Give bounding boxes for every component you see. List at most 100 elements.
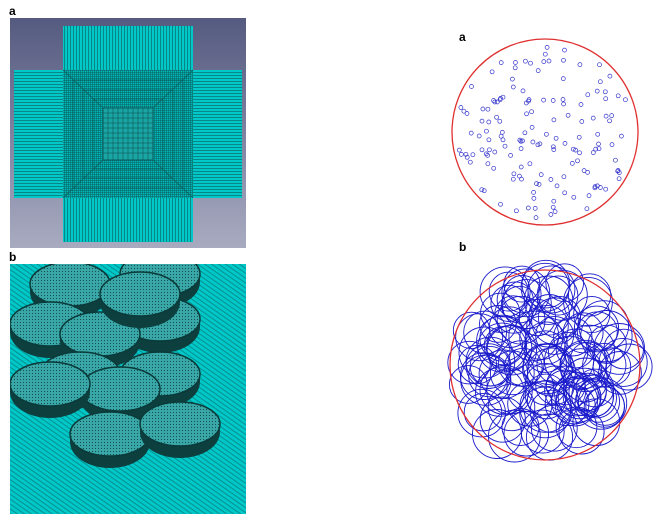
particle xyxy=(576,134,582,140)
particle xyxy=(467,159,473,165)
particle xyxy=(597,62,602,68)
particle xyxy=(484,128,489,134)
particle xyxy=(500,137,506,143)
particle xyxy=(565,112,571,118)
sphere xyxy=(10,361,91,418)
particle xyxy=(609,142,615,147)
mesh-3d-view xyxy=(10,264,246,514)
particle xyxy=(546,58,552,64)
particle xyxy=(520,88,526,94)
particle xyxy=(560,76,566,81)
particle xyxy=(498,133,504,139)
particle xyxy=(498,201,503,207)
particle xyxy=(499,130,505,135)
particle-circle xyxy=(487,383,536,432)
particle xyxy=(479,187,485,193)
mesh-arm-bottom xyxy=(63,198,193,242)
particle xyxy=(590,115,596,121)
particle-circle xyxy=(520,409,565,454)
particle xyxy=(615,168,621,173)
particle xyxy=(577,62,583,67)
particle-circle xyxy=(526,304,569,348)
particle-circle xyxy=(577,380,621,423)
particle xyxy=(485,106,491,112)
particle xyxy=(529,109,534,115)
particle-circle xyxy=(486,368,533,415)
particle xyxy=(561,174,567,180)
particle-circle xyxy=(503,411,550,457)
particle-circle xyxy=(538,275,579,316)
particle xyxy=(578,102,584,107)
overlap-circles-svg xyxy=(447,259,653,463)
particle xyxy=(594,88,600,94)
particle xyxy=(548,177,554,182)
particle-circle xyxy=(555,328,596,369)
sphere xyxy=(99,271,181,328)
particle xyxy=(536,182,542,187)
particle xyxy=(479,118,485,124)
particle-circle xyxy=(500,285,539,324)
particle xyxy=(502,143,508,149)
particle xyxy=(571,194,577,200)
particle-circle xyxy=(479,396,526,443)
mesh-top-view xyxy=(10,18,246,248)
mesh-arm-right xyxy=(193,70,242,198)
mesh-arm-left xyxy=(14,70,63,198)
particle xyxy=(538,172,544,177)
particle xyxy=(459,152,464,157)
particle xyxy=(530,139,536,145)
particle xyxy=(623,97,628,103)
particle xyxy=(550,204,556,210)
particle xyxy=(570,146,576,152)
particle-circle xyxy=(576,379,614,417)
particle xyxy=(463,151,469,157)
particle-circle xyxy=(537,295,582,340)
particle xyxy=(596,141,601,147)
sphere xyxy=(139,401,221,458)
particle xyxy=(461,108,467,114)
mesh-top-view-svg xyxy=(10,18,246,248)
particle-circle xyxy=(535,315,575,355)
particle xyxy=(561,101,566,107)
particle-circle xyxy=(501,279,552,330)
particle xyxy=(498,60,504,65)
particle xyxy=(497,118,503,124)
particle xyxy=(518,164,524,170)
particle xyxy=(510,84,516,90)
particle-circle xyxy=(554,385,596,427)
panel-label-right-b: b xyxy=(459,240,467,254)
particle xyxy=(500,94,506,100)
particle xyxy=(603,186,609,192)
particle xyxy=(581,168,587,173)
particle xyxy=(550,144,556,150)
particle xyxy=(526,97,532,102)
particle-circle xyxy=(555,406,598,449)
particle-circle xyxy=(547,331,589,373)
sphere xyxy=(69,411,151,468)
particle xyxy=(544,131,549,137)
particle xyxy=(486,137,492,143)
particle-circle xyxy=(580,310,633,363)
particle-circle xyxy=(554,371,599,417)
particle xyxy=(616,176,622,182)
particle xyxy=(541,97,546,103)
particle xyxy=(523,58,528,64)
particle xyxy=(609,113,615,118)
particle xyxy=(553,135,559,141)
particle xyxy=(529,125,535,130)
particle xyxy=(468,130,474,136)
particle-circle xyxy=(508,310,560,362)
particle xyxy=(562,141,568,146)
particle-circle xyxy=(457,388,506,438)
particle xyxy=(525,205,531,211)
particle xyxy=(535,68,541,73)
particle-circle xyxy=(457,344,498,385)
particle-circle xyxy=(448,365,488,404)
particle xyxy=(551,117,557,123)
particle xyxy=(508,153,513,158)
particle xyxy=(560,97,566,102)
particle xyxy=(573,147,578,153)
particle-circle xyxy=(558,408,605,455)
particle xyxy=(528,60,533,66)
particle xyxy=(479,147,485,153)
